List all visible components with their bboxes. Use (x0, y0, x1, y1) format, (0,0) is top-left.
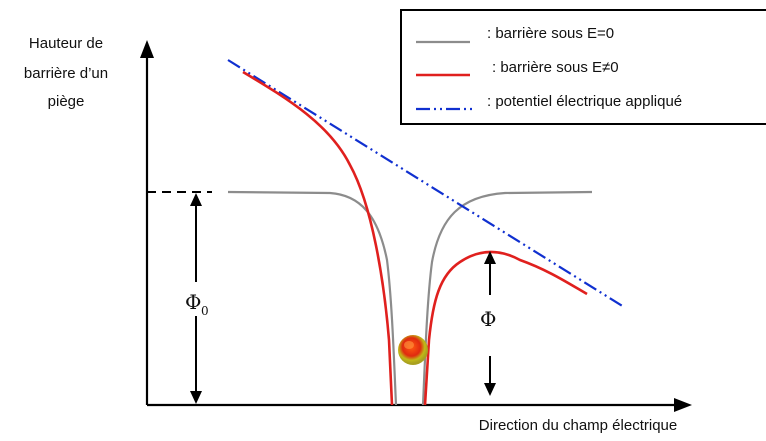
zero-field-barrier-curve (227, 190, 593, 406)
phi-symbol: Φ (480, 307, 496, 331)
y-axis-label-line-3: piège (48, 93, 85, 110)
x-axis-label: Direction du champ électrique (479, 417, 677, 434)
legend: : barrière sous E=0 : barrière sous E≠0 … (400, 9, 766, 125)
phi0-symbol: Φ (185, 290, 201, 314)
electron-particle-icon (398, 335, 428, 365)
phi-arrow-up-head (484, 251, 496, 264)
legend-box (400, 9, 766, 125)
y-axis-label-line-2: barrière d’un (24, 65, 108, 82)
legend-label-potential: : potentiel électrique appliqué (487, 93, 682, 110)
x-axis-arrowhead (674, 398, 692, 412)
phi0-label-backdrop (182, 282, 212, 316)
phi-arrow-down-head (484, 383, 496, 396)
phi0-arrow-top-head (190, 193, 202, 206)
phi0-subscript: 0 (201, 304, 209, 318)
field-barrier-curve (242, 70, 588, 406)
legend-label-field: : barrière sous E≠0 (492, 59, 619, 76)
y-axis-label-line-1: Hauteur de (29, 35, 103, 52)
electron-highlight (404, 341, 414, 349)
phi0-arrow-bottom-head (190, 391, 202, 404)
legend-label-zero-field: : barrière sous E=0 (487, 25, 614, 42)
y-axis-arrowhead (140, 40, 154, 58)
